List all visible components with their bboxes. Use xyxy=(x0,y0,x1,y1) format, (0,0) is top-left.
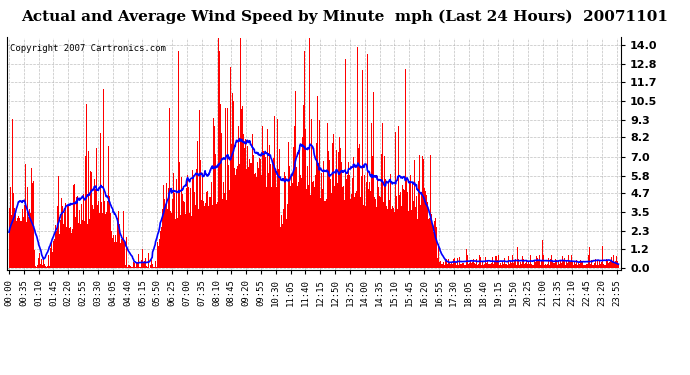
Text: Actual and Average Wind Speed by Minute  mph (Last 24 Hours)  20071101: Actual and Average Wind Speed by Minute … xyxy=(21,9,669,24)
Text: Copyright 2007 Cartronics.com: Copyright 2007 Cartronics.com xyxy=(10,45,166,54)
